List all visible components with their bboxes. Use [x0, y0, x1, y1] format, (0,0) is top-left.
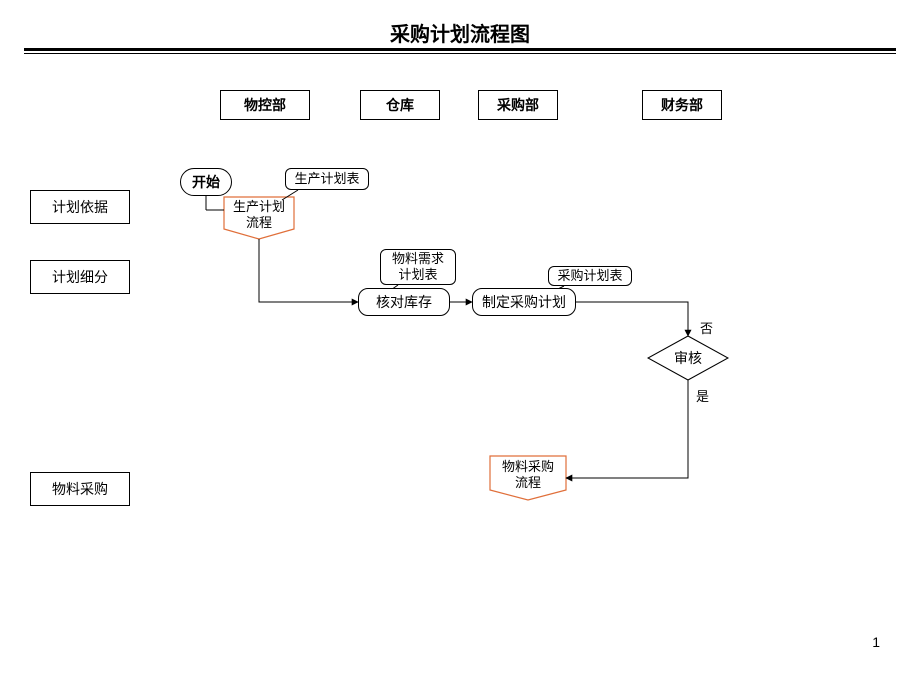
- row-header-basis: 计划依据: [30, 190, 130, 224]
- label-yes: 是: [696, 386, 709, 405]
- node-review-label: 审核: [648, 336, 728, 380]
- title-rule-thick: [24, 48, 896, 51]
- node-make-plan: 制定采购计划: [472, 288, 576, 316]
- page-number: 1: [872, 634, 880, 650]
- node-material-req-doc: 物料需求 计划表: [380, 249, 456, 285]
- page-title: 采购计划流程图: [0, 18, 920, 47]
- col-header-warehouse: 仓库: [360, 90, 440, 120]
- row-header-procure: 物料采购: [30, 472, 130, 506]
- connectors-layer: [0, 0, 920, 690]
- label-no: 否: [700, 318, 713, 337]
- node-material-purchase-flow-label: 物料采购 流程: [490, 456, 566, 494]
- node-check-inventory: 核对库存: [358, 288, 450, 316]
- col-header-finance: 财务部: [642, 90, 722, 120]
- flowchart-page: 采购计划流程图 物控部 仓库 采购部 财务部 计划依据 计划细分 物料采购: [0, 0, 920, 690]
- col-header-material-control: 物控部: [220, 90, 310, 120]
- node-purchase-plan-doc: 采购计划表: [548, 266, 632, 286]
- node-start: 开始: [180, 168, 232, 196]
- node-prod-plan-flow-label: 生产计划 流程: [224, 197, 294, 233]
- title-rule-thin: [24, 53, 896, 54]
- node-prod-plan-doc: 生产计划表: [285, 168, 369, 190]
- col-header-purchasing: 采购部: [478, 90, 558, 120]
- row-header-detail: 计划细分: [30, 260, 130, 294]
